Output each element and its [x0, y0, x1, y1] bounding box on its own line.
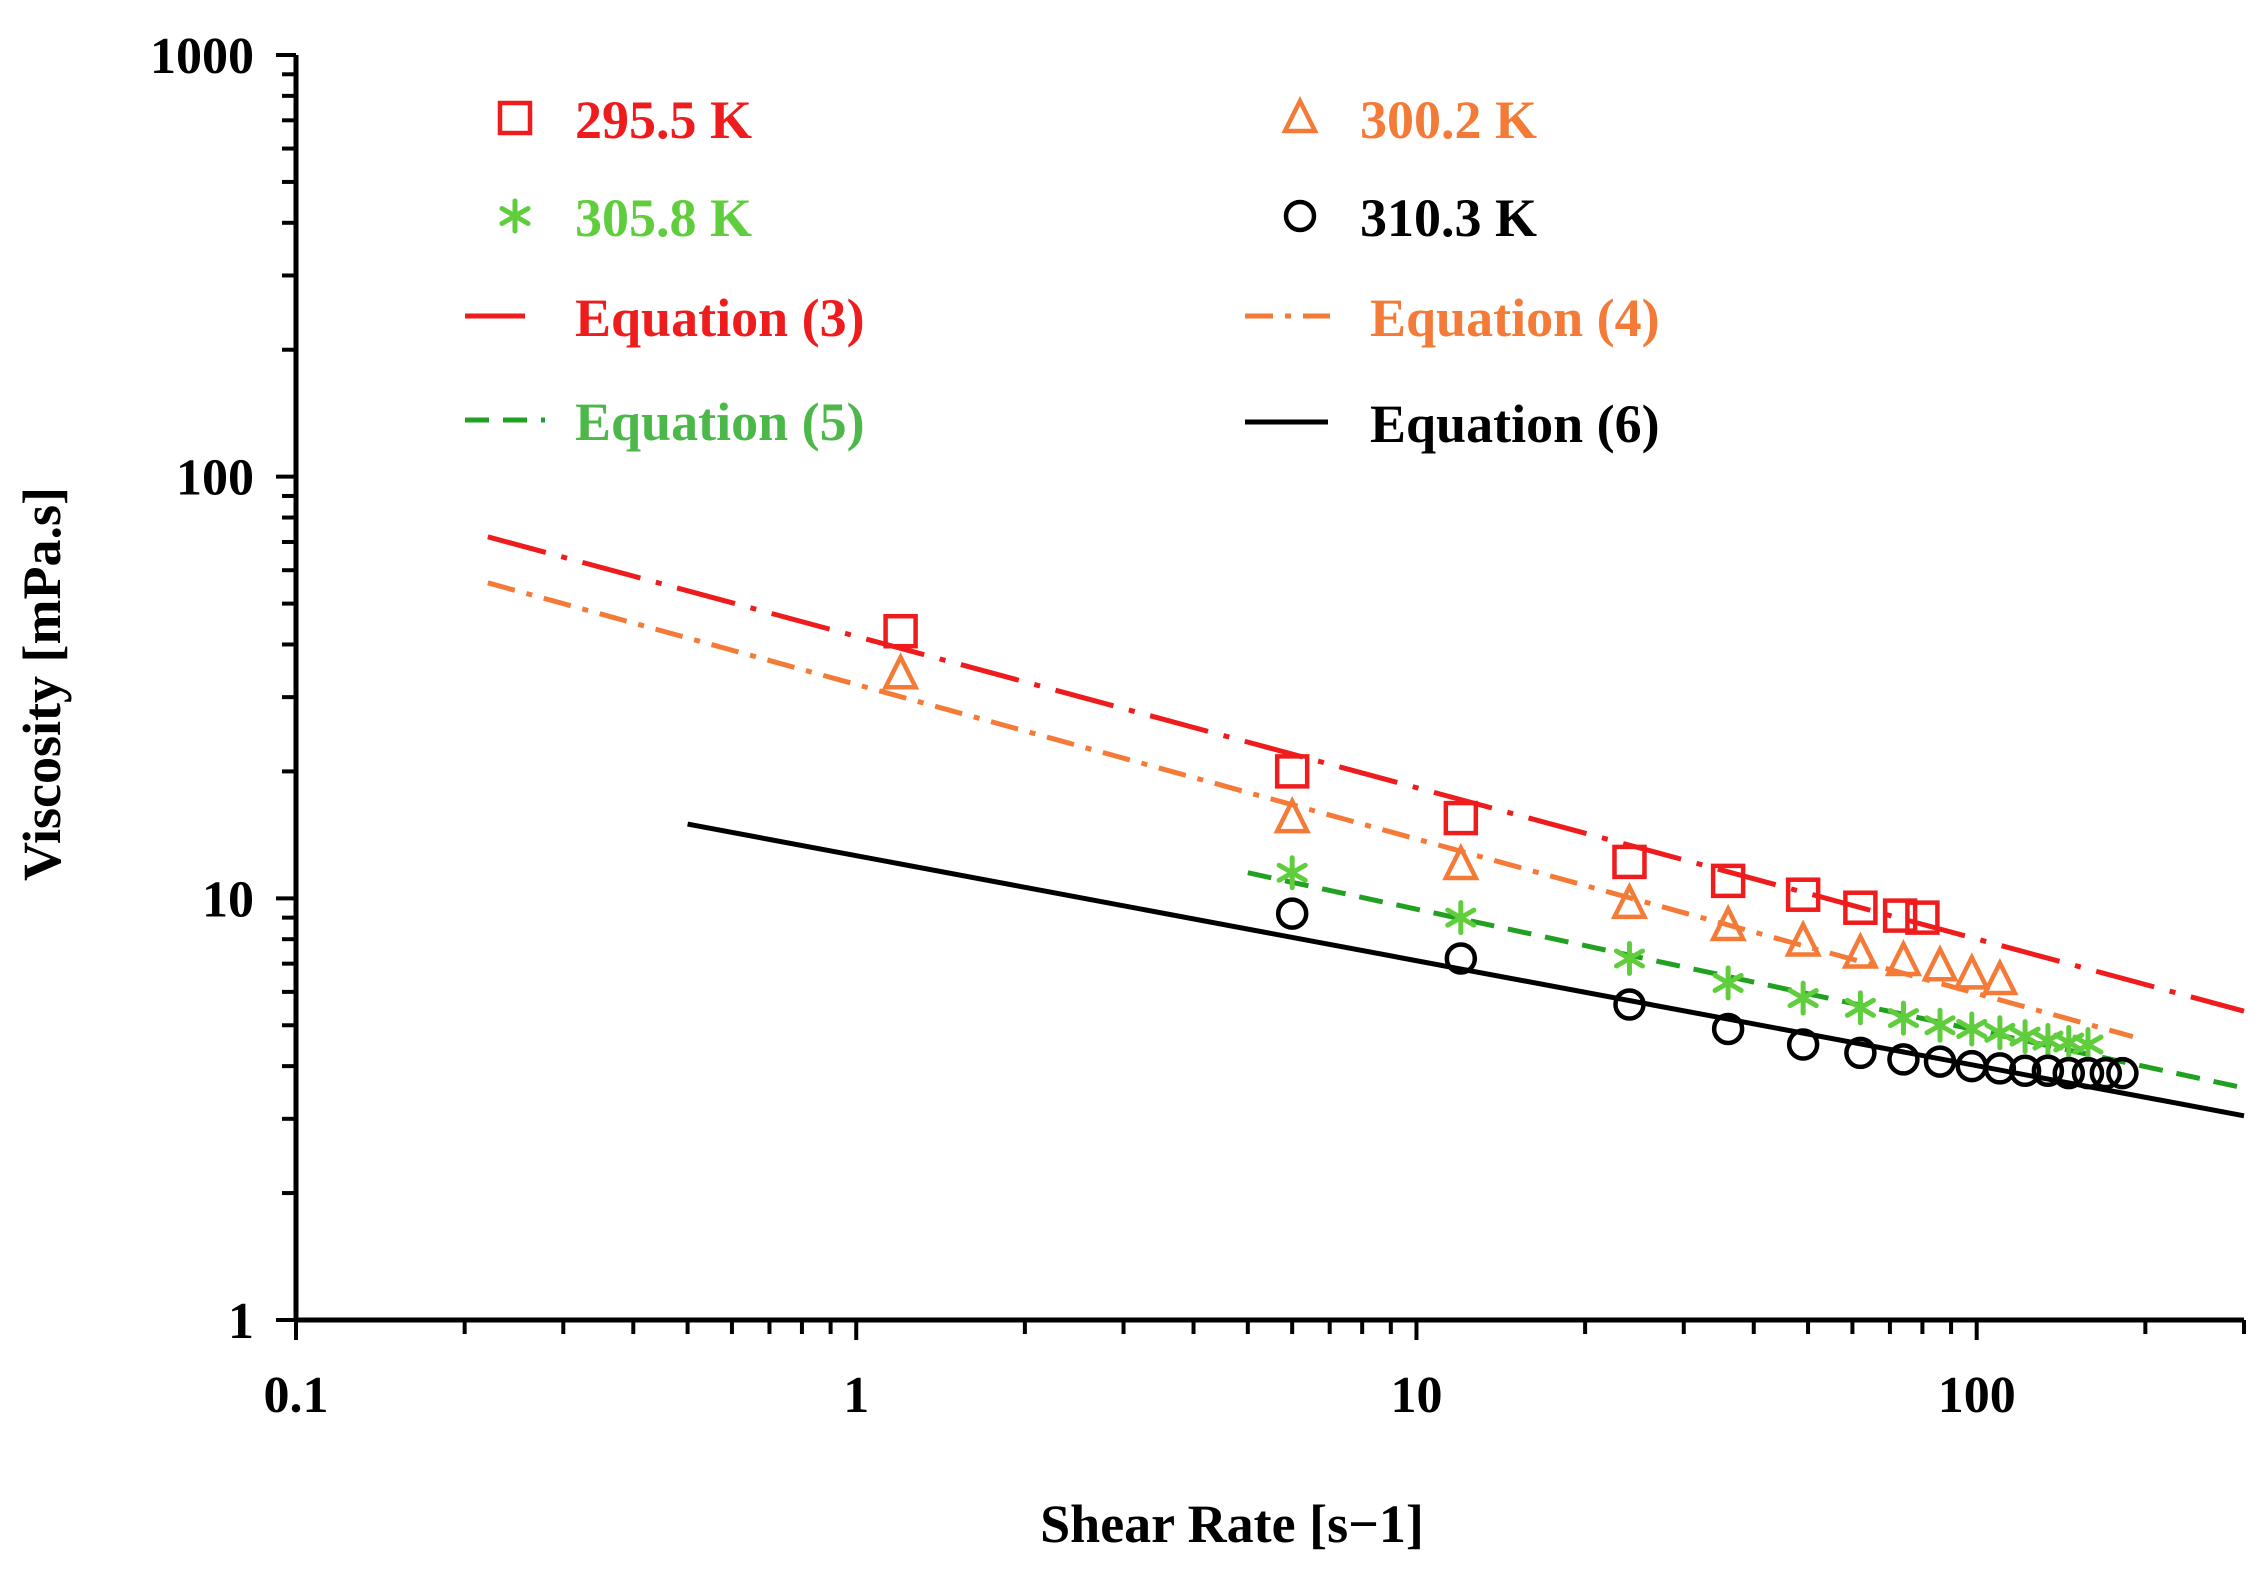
fit-line-equation-4 [487, 580, 2134, 1040]
data-point-310_3-K [1983, 1052, 2017, 1085]
data-point-300_2-K [1981, 958, 2019, 996]
legend-item: Equation (6) [1245, 394, 1660, 454]
legend-label: 295.5 K [575, 90, 752, 150]
data-point-310_3-K [1711, 1012, 1745, 1046]
legend-triangle-symbol [1281, 95, 1319, 134]
legend-label: Equation (3) [575, 288, 865, 348]
legend-square-symbol [497, 100, 533, 136]
legend-circle-symbol [1283, 199, 1317, 233]
data-point-295_5-K [883, 613, 918, 649]
legend-label: 305.8 K [575, 188, 752, 248]
x-tick-label: 0.1 [264, 1367, 329, 1424]
data-markers [881, 613, 2139, 1090]
data-point-305_8-K [1924, 1007, 1956, 1043]
data-point-300_2-K [1273, 796, 1311, 834]
data-point-300_2-K [1884, 939, 1923, 977]
data-point-300_2-K [1784, 919, 1822, 957]
data-point-300_2-K [881, 652, 920, 690]
data-point-310_3-K [1923, 1045, 1957, 1078]
data-point-310_3-K [1275, 897, 1309, 930]
data-point-310_3-K [1444, 942, 1478, 975]
legend-item: 295.5 K [497, 90, 752, 150]
data-point-300_2-K [1442, 842, 1480, 881]
data-point-305_8-K [1956, 1011, 1988, 1047]
legend-label: Equation (4) [1370, 288, 1660, 348]
data-point-295_5-K [1843, 890, 1878, 925]
data-point-305_8-K [1276, 855, 1308, 891]
data-point-310_3-K [1786, 1028, 1820, 1061]
legend-label: 310.3 K [1360, 188, 1537, 248]
fit-line-equation-3 [487, 534, 2245, 1014]
data-point-310_3-K [1844, 1036, 1877, 1070]
data-point-310_3-K [2052, 1056, 2086, 1090]
fit-lines [487, 534, 2245, 1119]
legend-label: Equation (5) [575, 392, 865, 452]
data-point-295_5-K [1443, 800, 1479, 836]
x-tick-label: 1 [843, 1367, 869, 1424]
legend-item: Equation (3) [465, 288, 865, 348]
legend-label: Equation (6) [1370, 394, 1660, 454]
data-point-300_2-K [1921, 944, 1959, 982]
legend-item: Equation (5) [465, 392, 865, 452]
data-point-305_8-K [1984, 1015, 2016, 1051]
data-point-310_3-K [2031, 1054, 2065, 1088]
legend-asterisk-symbol [499, 198, 531, 234]
legend-label: 300.2 K [1360, 90, 1537, 150]
data-point-305_8-K [1445, 900, 1477, 936]
data-point-305_8-K [1712, 965, 1744, 1001]
data-point-305_8-K [2072, 1027, 2104, 1063]
legend-item: Equation (4) [1245, 288, 1660, 348]
y-tick-label: 1000 [150, 28, 254, 85]
data-point-295_5-K [1785, 877, 1821, 912]
y-axis-title: Viscosity [mPa.s] [12, 487, 72, 881]
data-point-300_2-K [1841, 931, 1880, 969]
legend-item: 310.3 K [1283, 188, 1537, 248]
x-tick-label: 100 [1938, 1367, 2016, 1424]
legend-item: 305.8 K [499, 188, 752, 248]
x-tick-label: 10 [1390, 1367, 1442, 1424]
data-point-300_2-K [1953, 952, 1991, 990]
legend-item: 300.2 K [1281, 90, 1537, 150]
data-point-310_3-K [1887, 1043, 1920, 1076]
fit-line-equation-5 [1247, 870, 2245, 1091]
data-point-305_8-K [1787, 980, 1819, 1016]
data-point-295_5-K [1710, 863, 1746, 899]
data-point-295_5-K [1612, 844, 1647, 880]
data-point-310_3-K [2008, 1054, 2042, 1088]
data-point-310_3-K [2089, 1056, 2123, 1090]
data-point-310_3-K [2071, 1056, 2105, 1090]
data-point-300_2-K [1709, 903, 1747, 942]
y-tick-label: 10 [202, 871, 254, 928]
data-point-305_8-K [1844, 990, 1876, 1026]
x-axis-title: Shear Rate [s−1] [1040, 1494, 1424, 1554]
data-point-295_5-K [1274, 754, 1310, 789]
y-tick-label: 1 [228, 1293, 254, 1350]
y-tick-label: 100 [176, 450, 254, 507]
data-point-300_2-K [1610, 881, 1649, 920]
legend: 295.5 K 300.2 K 305.8 K 310.3 K Equation (3)… [465, 90, 1660, 454]
data-point-305_8-K [1887, 1000, 1919, 1036]
data-point-310_3-K [2106, 1056, 2139, 1090]
data-point-305_8-K [1613, 940, 1646, 976]
data-point-310_3-K [1613, 988, 1646, 1021]
data-point-295_5-K [1882, 898, 1918, 933]
data-point-295_5-K [1905, 900, 1940, 935]
